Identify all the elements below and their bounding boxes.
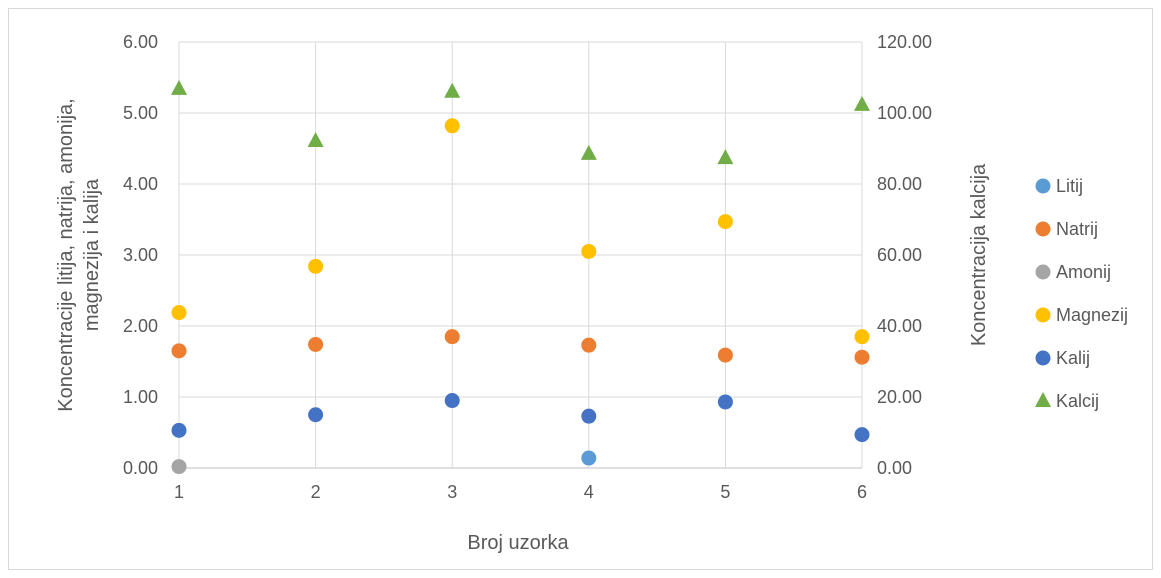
kalij-point [308,407,324,423]
natrij-point [308,336,324,352]
kalcij-point [717,149,734,165]
right-y-axis-ticks: 0.00 20.00 40.00 60.00 80.00 100.00 120.00 [877,32,932,478]
magnezij-point [581,243,597,259]
kalcij-point [307,132,324,148]
left-y-tick-label: 6.00 [123,32,158,52]
data-points [171,79,870,475]
right-y-tick-label: 80.00 [877,174,922,194]
natrij-point [717,347,733,363]
grid [178,41,863,469]
legend-kalcij-marker [1035,392,1051,407]
kalij-point [444,393,460,409]
left-y-tick-label: 1.00 [123,387,158,407]
legend-amonij-marker [1035,264,1051,280]
kalij-point [854,427,870,443]
legend-natrij-marker [1035,221,1051,237]
right-y-axis-title: Koncentracija kalcija [968,163,990,346]
natrij-point [171,343,187,359]
left-y-tick-label: 5.00 [123,103,158,123]
natrij-point [581,337,597,353]
right-y-tick-label: 120.00 [877,32,932,52]
magnezij-point [308,258,324,274]
x-axis-title: Broj uzorka [467,532,569,554]
x-tick-label: 1 [174,482,184,502]
left-y-axis-title-line1: Koncentracije litija, natrija, amonija, [55,98,77,412]
right-y-tick-label: 0.00 [877,458,912,478]
legend-amonij-label: Amonij [1056,262,1111,282]
kalij-point [171,422,187,438]
magnezij-point [717,214,733,230]
legend-magnezij-label: Magnezij [1056,305,1128,325]
legend-kalcij-label: Kalcij [1056,391,1099,411]
left-y-axis-title: Koncentracije litija, natrija, amonija, … [55,98,103,412]
legend-litij-label: Litij [1056,176,1083,196]
x-tick-label: 3 [447,482,457,502]
legend: Litij Natrij Amonij Magnezij Kalij Kalcij [1035,176,1128,411]
right-y-tick-label: 20.00 [877,387,922,407]
kalcij-point [444,82,461,98]
left-y-tick-label: 3.00 [123,245,158,265]
legend-litij-marker [1035,178,1051,194]
left-y-tick-label: 0.00 [123,458,158,478]
left-y-axis-ticks: 0.00 1.00 2.00 3.00 4.00 5.00 6.00 [123,32,158,478]
right-y-tick-label: 40.00 [877,316,922,336]
kalcij-point [171,79,187,95]
legend-magnezij-marker [1035,307,1051,323]
x-tick-label: 4 [584,482,594,502]
kalij-point [581,408,597,424]
chart-frame [8,8,1153,570]
litij-point [581,450,597,466]
natrij-point [854,349,870,365]
natrij-point [444,329,460,345]
x-tick-label: 6 [857,482,867,502]
right-y-tick-label: 100.00 [877,103,932,123]
magnezij-point [171,305,187,321]
x-axis-ticks: 1 2 3 4 5 6 [174,482,867,502]
legend-kalij-marker [1035,350,1051,366]
x-tick-label: 5 [720,482,730,502]
left-y-tick-label: 4.00 [123,174,158,194]
right-y-tick-label: 60.00 [877,245,922,265]
kalcij-point [580,144,597,160]
left-y-tick-label: 2.00 [123,316,158,336]
x-tick-label: 2 [311,482,321,502]
kalcij-point [854,95,870,111]
amonij-point [171,459,187,475]
left-y-axis-title-line2: magnezija i kalija [81,178,103,331]
legend-natrij-label: Natrij [1056,219,1098,239]
kalij-point [717,394,733,410]
magnezij-point [854,329,870,345]
legend-kalij-label: Kalij [1056,348,1090,368]
magnezij-point [444,118,460,134]
